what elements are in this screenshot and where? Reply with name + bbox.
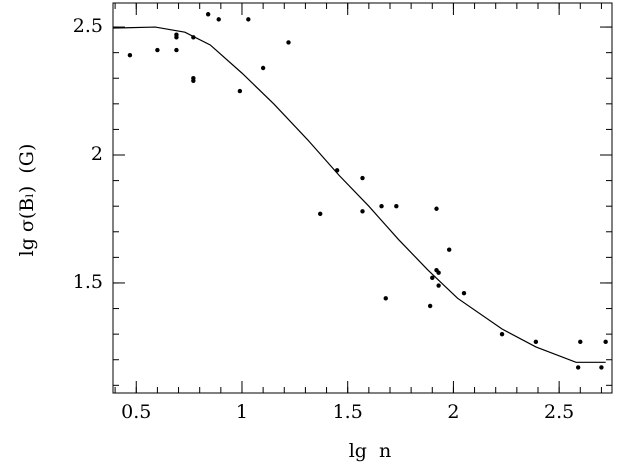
data-point	[127, 53, 133, 58]
data-point	[427, 303, 433, 309]
fit-curve	[112, 26, 606, 363]
data-point	[379, 203, 384, 209]
data-point	[286, 40, 291, 45]
data-point	[436, 270, 441, 275]
data-point	[599, 365, 604, 370]
y-tick-label: 1.5	[73, 271, 103, 293]
x-tick-label: 0.5	[121, 401, 151, 423]
data-point	[260, 65, 266, 71]
data-point	[383, 296, 388, 301]
data-point	[461, 290, 467, 296]
data-point	[603, 339, 608, 345]
data-point	[334, 168, 340, 173]
data-point	[360, 175, 365, 181]
plot-frame	[112, 2, 613, 394]
y-axis-label: lg σ(Bₗ) (G)	[16, 144, 38, 257]
data-point	[216, 17, 221, 22]
data-point	[174, 32, 179, 37]
data-point	[360, 209, 365, 214]
data-point	[436, 283, 441, 288]
data-point	[191, 35, 196, 40]
data-point	[533, 339, 539, 345]
data-point	[155, 47, 160, 53]
data-point	[499, 331, 505, 337]
data-point	[191, 78, 196, 83]
data-point	[174, 47, 179, 53]
data-point	[246, 17, 251, 22]
data-point	[394, 203, 399, 209]
data-point	[434, 206, 439, 211]
x-tick-label: 1	[236, 401, 248, 423]
data-point	[205, 12, 211, 17]
data-point	[575, 365, 581, 370]
y-tick-label: 2.5	[73, 15, 103, 37]
x-tick-label: 2	[447, 401, 459, 423]
data-point	[318, 211, 323, 217]
x-tick-label: 1.5	[333, 401, 363, 423]
x-axis-label: lg n	[349, 440, 392, 462]
data-point	[578, 339, 583, 345]
data-point	[430, 275, 435, 281]
data-point	[237, 88, 243, 94]
x-tick-label: 2.5	[544, 401, 574, 423]
y-tick-label: 2	[91, 143, 103, 165]
data-point	[446, 247, 452, 252]
